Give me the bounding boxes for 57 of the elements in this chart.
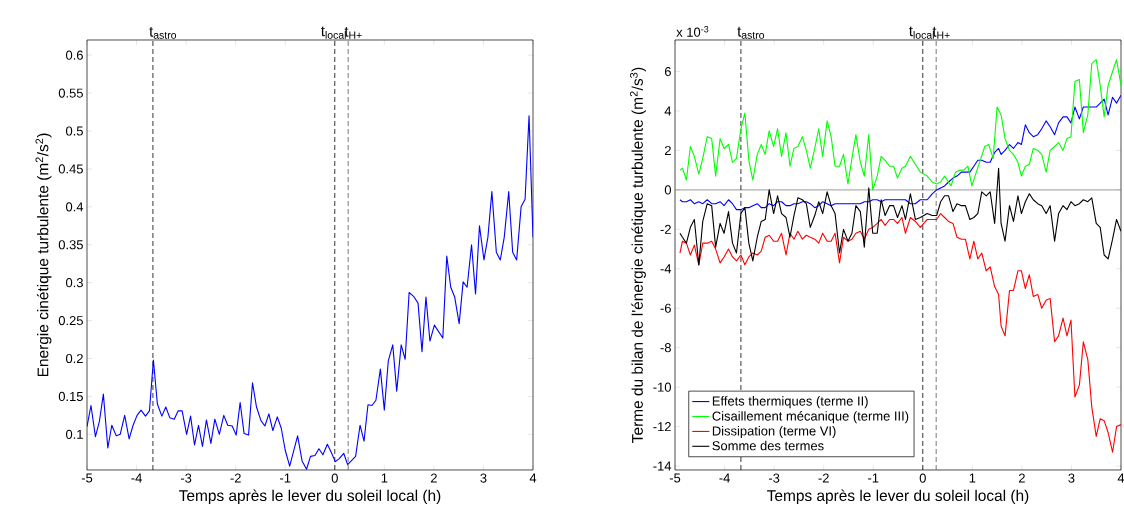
y-tick-label: 0.6 [65, 50, 83, 60]
ref-line-label: t$_{H+}$ [932, 26, 950, 39]
y-tick-label: -12 [653, 422, 671, 432]
x-tick-label: 4 [1117, 473, 1124, 483]
y-tick-label: 0 [664, 185, 671, 195]
text: x 10$^{-3}$ [676, 25, 709, 37]
legend-label: Cisaillement mécanique (terme III) [712, 410, 909, 424]
x-axis-title: Temps après le lever du soleil local (h) [767, 489, 1029, 505]
x-tick-label: -3 [768, 473, 780, 483]
x-axis-title: Temps après le lever du soleil local (h) [179, 489, 441, 505]
y-tick-label: 0.35 [58, 240, 83, 250]
x-tick-label: -4 [131, 473, 142, 483]
y-tick-label: 0.4 [65, 202, 84, 212]
x-tick-label: -3 [180, 473, 192, 483]
x-tick-label: -5 [81, 473, 93, 483]
x-tick-label: 3 [480, 473, 487, 483]
ref-line-label: t$_{astro}$ [737, 26, 765, 39]
ref-line-label: t$_{H+}$ [344, 26, 362, 39]
y-tick-label: 0.1 [65, 429, 83, 439]
y-tick-label: -14 [653, 461, 672, 471]
y-tick-label: 4 [664, 106, 672, 116]
y-tick-label: 6 [664, 66, 671, 77]
y-tick-label: 0.2 [65, 353, 83, 364]
x-tick-label: 2 [1018, 473, 1025, 483]
x-tick-label: 0 [919, 473, 926, 483]
y-tick-label: -6 [660, 303, 671, 313]
x-tick-label: -4 [719, 473, 730, 483]
x-tick-label: -1 [280, 473, 291, 483]
x-tick-label: -1 [868, 473, 879, 483]
x-tick-label: -5 [669, 473, 681, 483]
x-tick-label: 1 [381, 473, 388, 483]
y-tick-label: 0.15 [58, 391, 83, 402]
y-tick-label: -10 [653, 382, 671, 392]
y-tick-label: -4 [660, 264, 672, 274]
y-axis-title: Terme du bilan de l'énergie cinétique turbulente (m$^{2}$/s$^{3}$) [629, 67, 646, 443]
ref-line-label: t$_{astro}$ [149, 26, 177, 39]
x-tick-label: 2 [430, 473, 437, 483]
y-tick-label: 0.25 [58, 316, 83, 326]
y-tick-label: -8 [660, 343, 671, 353]
y-tick-label: 0.3 [65, 278, 83, 288]
y-tick-label: 0.45 [58, 164, 83, 174]
x-tick-label: 3 [1068, 473, 1075, 483]
x-tick-label: 0 [331, 473, 338, 483]
x-tick-label: 1 [969, 473, 976, 483]
line-series [679, 59, 1122, 191]
y-tick-label: 0.55 [58, 88, 83, 98]
y-tick-label: -2 [660, 224, 671, 234]
line-series [87, 115, 534, 470]
y-tick-label: 0.5 [65, 126, 83, 136]
legend-label: Somme des termes [712, 440, 824, 451]
x-tick-label: 4 [529, 473, 537, 483]
x-tick-label: -2 [230, 473, 241, 483]
legend-label: Dissipation (terme VI) [712, 425, 836, 439]
y-axis-title: Energie cinétique turbulente (m$^{2}$/s$^{2}$) [35, 133, 52, 377]
y-tick-label: 2 [664, 145, 671, 155]
legend-label: Effets thermiques (terme II) [712, 396, 868, 409]
x-tick-label: -2 [818, 473, 829, 483]
